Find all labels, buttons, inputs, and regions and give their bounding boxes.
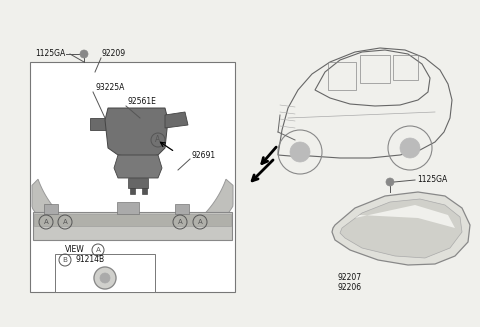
Bar bbox=[142, 188, 147, 194]
Polygon shape bbox=[32, 179, 233, 220]
Circle shape bbox=[290, 142, 310, 162]
Text: VIEW: VIEW bbox=[65, 246, 85, 254]
Text: 93225A: 93225A bbox=[95, 83, 124, 93]
Text: A: A bbox=[198, 219, 203, 225]
Bar bbox=[34, 214, 231, 226]
Polygon shape bbox=[105, 108, 168, 158]
Text: 92207: 92207 bbox=[338, 273, 362, 283]
Bar bbox=[130, 188, 135, 194]
Bar bbox=[393, 55, 418, 80]
Bar bbox=[117, 202, 139, 214]
Text: 92206: 92206 bbox=[338, 283, 362, 291]
Text: 1125GA: 1125GA bbox=[417, 176, 447, 184]
Polygon shape bbox=[332, 192, 470, 265]
Text: 92691: 92691 bbox=[192, 150, 216, 160]
Text: A: A bbox=[156, 135, 161, 145]
Circle shape bbox=[386, 178, 394, 186]
Circle shape bbox=[100, 273, 110, 283]
Text: A: A bbox=[96, 247, 100, 253]
Bar bbox=[30, 62, 235, 292]
Polygon shape bbox=[340, 199, 462, 258]
Text: B: B bbox=[62, 257, 68, 263]
Polygon shape bbox=[114, 155, 162, 178]
Text: 92209: 92209 bbox=[102, 49, 126, 59]
Polygon shape bbox=[355, 205, 455, 228]
Text: A: A bbox=[62, 219, 67, 225]
Bar bbox=[44, 204, 58, 214]
Text: A: A bbox=[44, 219, 48, 225]
Polygon shape bbox=[90, 118, 108, 130]
Circle shape bbox=[400, 138, 420, 158]
Bar bbox=[360, 55, 390, 83]
Bar bbox=[55, 254, 155, 292]
Bar bbox=[175, 204, 189, 214]
Circle shape bbox=[94, 267, 116, 289]
Polygon shape bbox=[128, 178, 148, 188]
Polygon shape bbox=[165, 112, 188, 128]
Text: 91214B: 91214B bbox=[75, 255, 104, 265]
Bar bbox=[33, 212, 232, 240]
Text: 1125GA: 1125GA bbox=[35, 49, 65, 59]
Text: 92561E: 92561E bbox=[128, 97, 157, 107]
Text: A: A bbox=[178, 219, 182, 225]
Circle shape bbox=[80, 50, 88, 58]
Bar bbox=[328, 62, 356, 90]
